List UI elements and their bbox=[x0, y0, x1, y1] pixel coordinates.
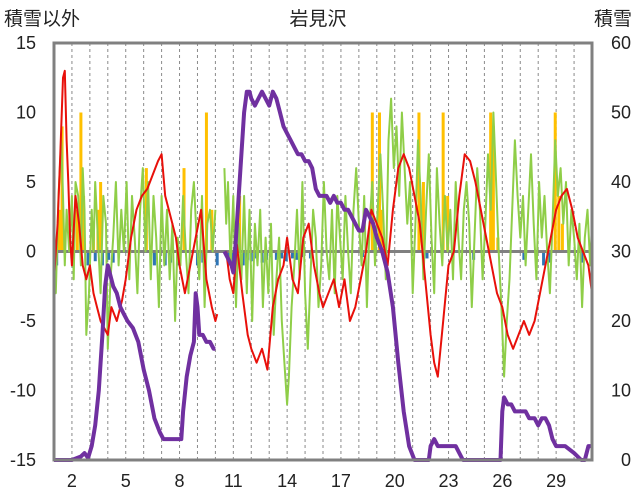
yellow-bar bbox=[441, 112, 445, 252]
y-right-tick-label: 10 bbox=[611, 381, 631, 401]
x-tick-label: 29 bbox=[546, 471, 566, 491]
y-left-tick-label: 10 bbox=[16, 103, 36, 123]
yellow-bar bbox=[553, 112, 557, 252]
blue-bar bbox=[93, 251, 97, 262]
x-tick-label: 14 bbox=[277, 471, 297, 491]
x-tick-label: 5 bbox=[121, 471, 131, 491]
y-left-tick-label: 15 bbox=[16, 33, 36, 53]
yellow-bar bbox=[82, 195, 86, 252]
y-right-tick-label: 50 bbox=[611, 103, 631, 123]
green-series-line bbox=[223, 97, 593, 406]
blue-bar bbox=[522, 251, 526, 260]
series-layer bbox=[53, 69, 593, 462]
blue-bar bbox=[295, 251, 299, 260]
plot-frame bbox=[52, 41, 594, 462]
y-left-axis-label: 積雪以外 bbox=[4, 8, 80, 30]
purple-series-line bbox=[222, 89, 592, 462]
y-right-tick-label: 20 bbox=[611, 311, 631, 331]
green-series-line bbox=[53, 139, 217, 350]
yellow-bar bbox=[421, 182, 425, 252]
y-left-tick-label: -5 bbox=[20, 311, 36, 331]
yellow-bar bbox=[204, 112, 208, 252]
purple-series-line bbox=[54, 263, 216, 462]
y-right-axis-label: 積雪 bbox=[594, 8, 632, 30]
blue-bar bbox=[111, 251, 115, 263]
blue-bar bbox=[542, 251, 546, 266]
y-right-tick-label: 0 bbox=[621, 450, 631, 470]
yellow-bar bbox=[491, 126, 495, 252]
blue-bar bbox=[284, 251, 288, 262]
blue-bar bbox=[86, 251, 90, 266]
chart-title: 岩見沢 bbox=[289, 8, 346, 30]
x-tick-label: 8 bbox=[175, 471, 185, 491]
blue-bar bbox=[152, 251, 156, 266]
blue-bar bbox=[280, 251, 284, 259]
y-left-tick-label: -10 bbox=[10, 381, 36, 401]
yellow-bar bbox=[75, 209, 79, 252]
y-right-tick-label: 60 bbox=[611, 33, 631, 53]
x-tick-label: 11 bbox=[224, 471, 243, 491]
x-tick-label: 2 bbox=[67, 471, 77, 491]
y-right-tick-label: 40 bbox=[611, 172, 631, 192]
blue-bar bbox=[241, 251, 245, 266]
y-left-tick-label: -15 bbox=[10, 450, 36, 470]
yellow-bar bbox=[79, 112, 83, 252]
x-tick-label: 26 bbox=[492, 471, 512, 491]
y-left-tick-label: 5 bbox=[26, 172, 36, 192]
y-left-tick-labels: 15 10 5 0 -5 -10 -15 bbox=[10, 33, 36, 470]
blue-bar bbox=[425, 251, 429, 259]
red-series-line bbox=[53, 69, 219, 336]
yellow-bar bbox=[560, 223, 564, 252]
blue-bar bbox=[215, 251, 219, 266]
yellow-bar bbox=[446, 195, 450, 252]
x-tick-label: 20 bbox=[385, 471, 405, 491]
blue-bar bbox=[107, 251, 111, 260]
yellow-bar bbox=[99, 182, 103, 252]
yellow-bar bbox=[379, 209, 383, 252]
blue-bar bbox=[291, 251, 295, 259]
blue-bar bbox=[581, 251, 585, 263]
yellow-bar bbox=[417, 112, 421, 252]
x-tick-label: 23 bbox=[439, 471, 459, 491]
blue-bar bbox=[547, 251, 551, 263]
x-tick-label: 17 bbox=[331, 471, 351, 491]
red-series-line bbox=[225, 153, 593, 378]
y-right-tick-label: 30 bbox=[611, 242, 631, 262]
y-left-tick-label: 0 bbox=[26, 242, 36, 262]
y-right-tick-labels: 60 50 40 30 20 10 0 bbox=[611, 33, 631, 470]
blue-bar bbox=[274, 251, 278, 260]
yellow-bar bbox=[557, 195, 561, 252]
yellow-bar bbox=[57, 209, 61, 252]
x-tick-labels: 2 5 8 11 14 17 20 23 26 29 bbox=[67, 471, 566, 491]
